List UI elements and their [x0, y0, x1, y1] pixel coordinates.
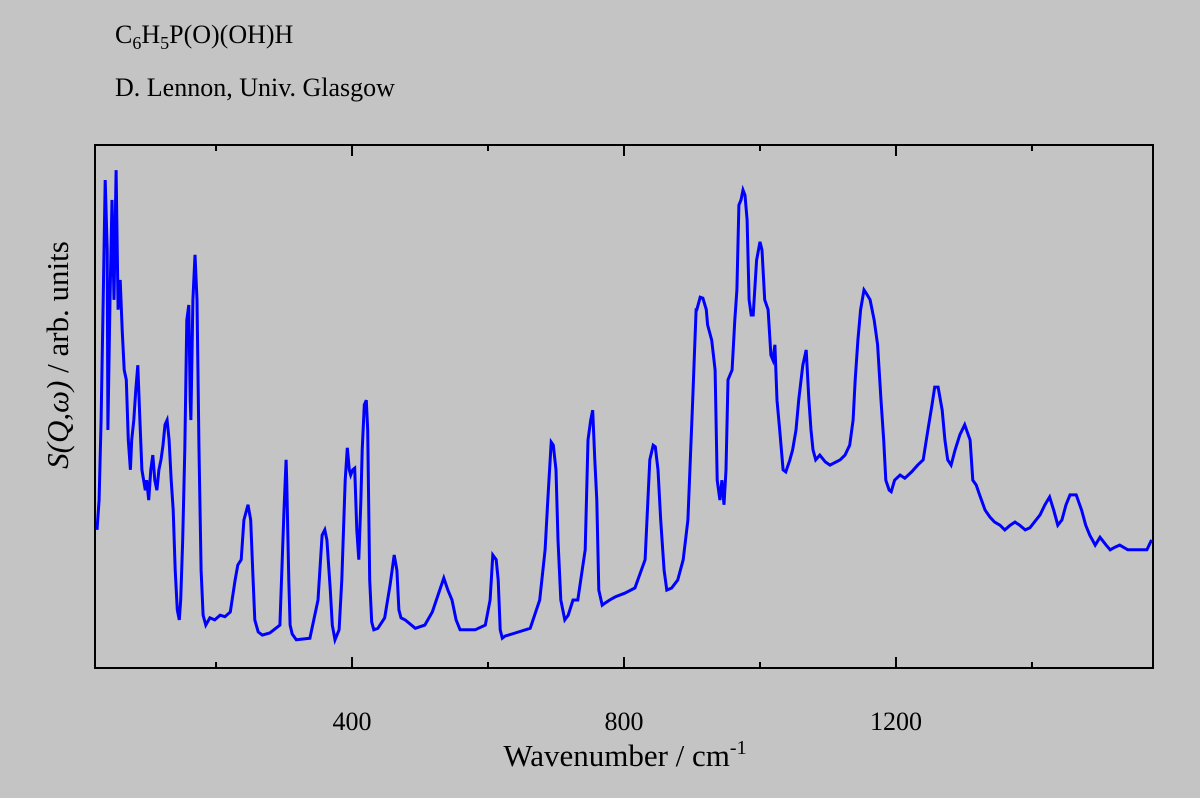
x-label-text: Wavenumber / cm — [503, 738, 730, 773]
title-subscript: 6 — [132, 33, 142, 53]
chart-title: C6H5P(O)(OH)H — [115, 20, 294, 53]
x-tick-label: 800 — [605, 707, 644, 736]
spectrum-line — [95, 170, 1153, 646]
x-ticks: 400 800 1200 — [215, 145, 1033, 736]
chart-subtitle: D. Lennon, Univ. Glasgow — [115, 73, 395, 102]
title-subscript: 5 — [160, 33, 170, 53]
title-part: P(O)(OH)H — [169, 20, 294, 49]
x-tick-label: 400 — [333, 707, 372, 736]
y-label-units: / arb. units — [40, 241, 75, 381]
y-axis-label: S(Q,ω) / arb. units — [40, 241, 76, 469]
x-tick-label: 1200 — [870, 707, 922, 736]
title-part: H — [141, 20, 161, 49]
x-axis-label: Wavenumber / cm-1 — [503, 738, 746, 774]
y-label-symbol: S(Q,ω) — [40, 380, 75, 469]
x-label-exponent: -1 — [729, 737, 747, 759]
title-part: C — [115, 20, 133, 49]
